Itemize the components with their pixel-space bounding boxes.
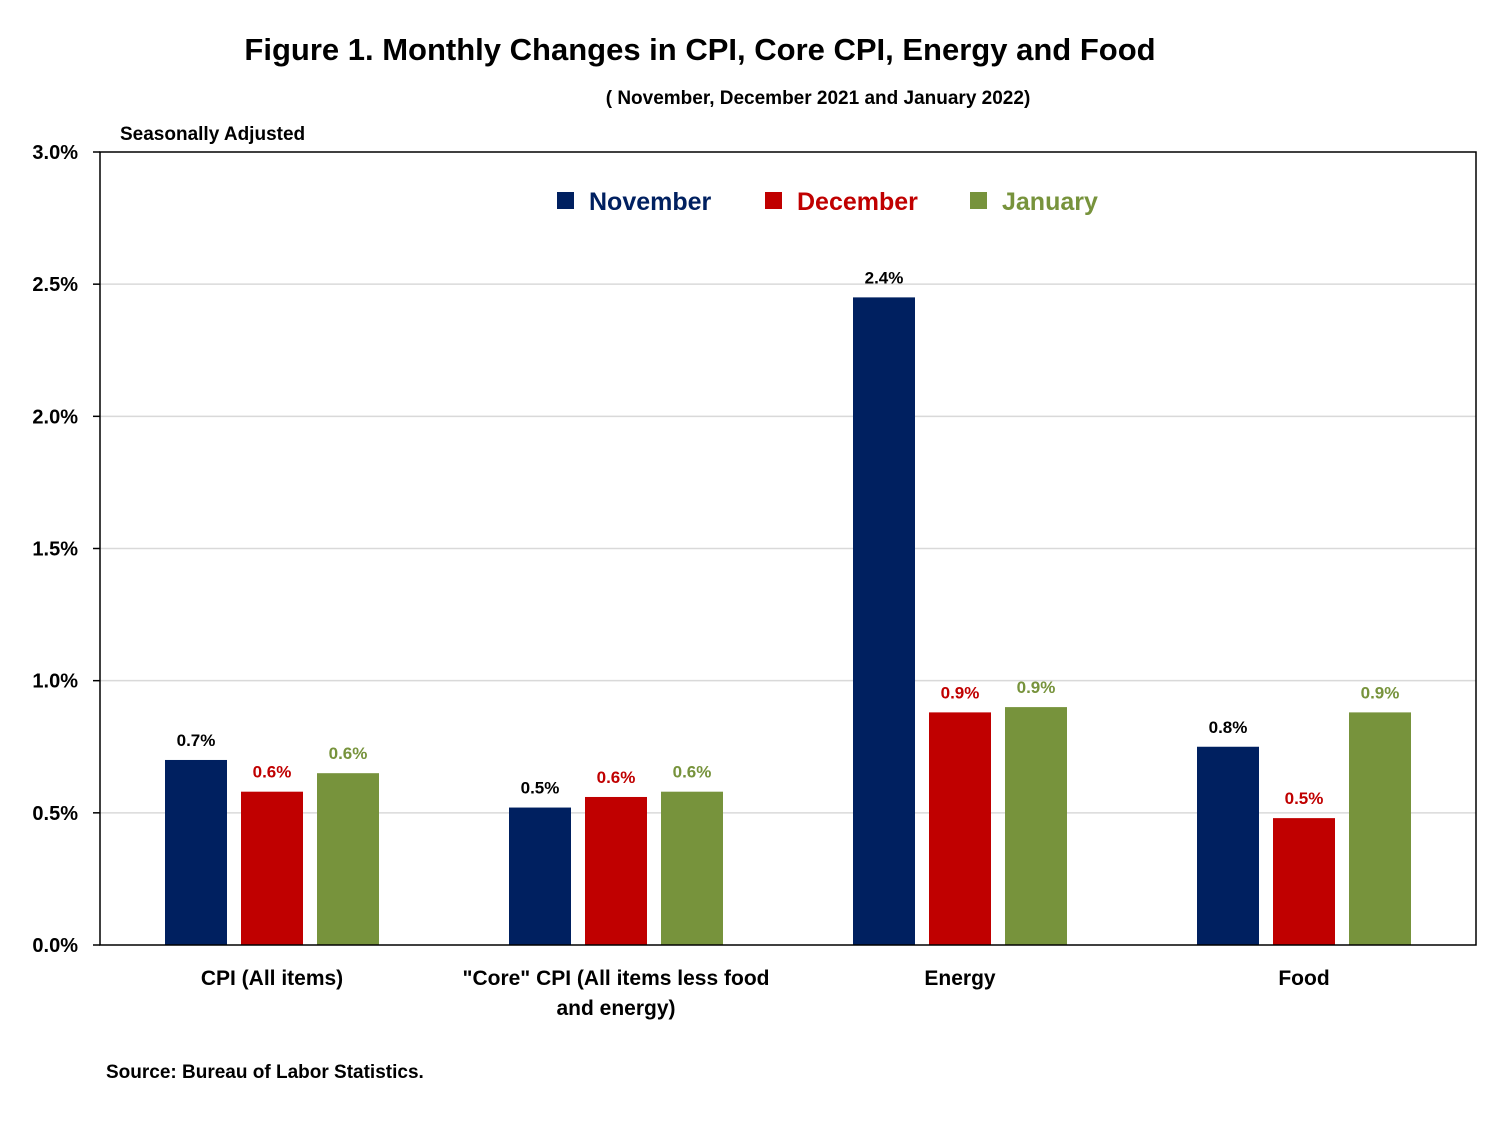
legend-label: January	[1002, 188, 1098, 216]
data-label: 0.6%	[253, 763, 292, 782]
data-label: 0.6%	[597, 768, 636, 787]
chart-title: Figure 1. Monthly Changes in CPI, Core C…	[244, 32, 1155, 67]
y-tick-label: 1.0%	[32, 671, 78, 693]
data-labels: 0.7% 0.6% 0.6% 0.5% 0.6% 0.6% 2.4% 0.9% 0.9% 0.8%…	[177, 268, 1400, 808]
y-tick-label: 0.5%	[32, 803, 78, 825]
data-label: 0.6%	[329, 744, 368, 763]
bars	[165, 297, 1411, 946]
bar-january	[317, 773, 379, 945]
category-label: "Core" CPI (All items less food	[463, 967, 770, 990]
data-label: 0.9%	[1361, 683, 1400, 702]
bar-january	[1005, 707, 1067, 945]
data-label: 0.9%	[941, 683, 980, 702]
bar-november	[509, 807, 571, 945]
bar-november	[853, 297, 915, 946]
bar-november	[165, 759, 227, 945]
data-label: 0.7%	[177, 731, 216, 750]
data-label: 0.6%	[673, 763, 712, 782]
data-label: 0.9%	[1017, 678, 1056, 697]
bar-december	[585, 796, 647, 945]
y-axis: 0.0% 0.5% 1.0% 1.5% 2.0% 2.5% 3.0%	[32, 142, 100, 957]
category-label: CPI (All items)	[201, 967, 343, 990]
plot-area	[99, 151, 1477, 946]
data-label: 0.5%	[521, 779, 560, 798]
bar-january	[661, 791, 723, 945]
legend-swatch	[557, 192, 574, 209]
data-label: 0.5%	[1285, 789, 1324, 808]
bar-january	[1349, 712, 1411, 945]
y-tick-label: 3.0%	[32, 142, 78, 164]
y-tick-label: 1.5%	[32, 539, 78, 561]
gridlines	[100, 283, 1476, 814]
legend: November December January	[557, 188, 1098, 216]
legend-swatch	[765, 192, 782, 209]
category-label: Energy	[924, 967, 996, 990]
legend-swatch	[970, 192, 987, 209]
data-label: 0.8%	[1209, 718, 1248, 737]
category-label: and energy)	[556, 997, 675, 1020]
chart-subtitle: ( November, December 2021 and January 20…	[606, 88, 1031, 109]
x-axis: CPI (All items) "Core" CPI (All items les…	[201, 967, 1330, 1020]
bar-december	[1273, 818, 1335, 945]
category-label: Food	[1278, 967, 1329, 990]
y-axis-label: Seasonally Adjusted	[120, 124, 305, 145]
y-tick-label: 2.5%	[32, 274, 78, 296]
bar-december	[929, 712, 991, 945]
y-tick-label: 0.0%	[32, 935, 78, 957]
legend-label: November	[589, 188, 712, 216]
data-label: 2.4%	[865, 268, 904, 287]
bar-december	[241, 791, 303, 945]
source-note: Source: Bureau of Labor Statistics.	[106, 1062, 424, 1083]
legend-label: December	[797, 188, 918, 216]
bar-november	[1197, 746, 1259, 945]
y-tick-label: 2.0%	[32, 406, 78, 428]
